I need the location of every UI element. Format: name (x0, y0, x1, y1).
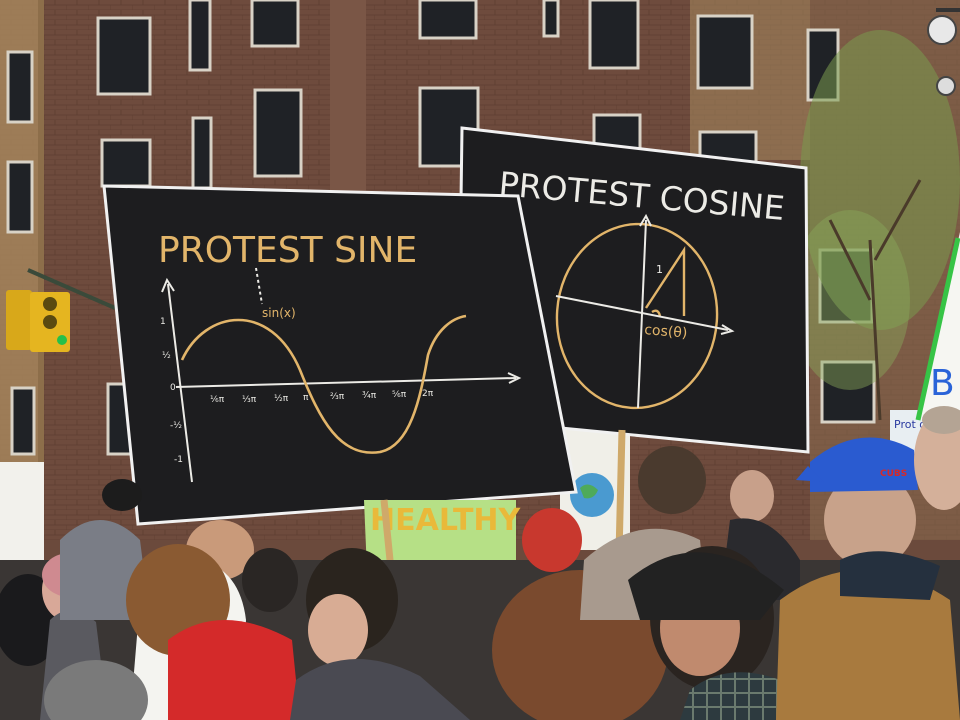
sin-x-label: sin(x) (262, 306, 296, 320)
y-tick: -½ (170, 421, 182, 431)
unit-circle (555, 222, 719, 410)
y-tick: 1 (160, 317, 166, 327)
green-sign-line1: HEALTHY (370, 503, 522, 538)
tree (790, 30, 960, 421)
x-tick: ⅓π (242, 395, 257, 405)
x-tick: ½π (274, 394, 289, 404)
x-tick: π (303, 393, 309, 403)
x-tick: ⅔π (330, 392, 345, 402)
right-edge-sign: B (915, 232, 960, 421)
x-tick: ⅙π (210, 395, 225, 405)
x-tick: ⅚π (392, 390, 407, 400)
cubs-hat-logo: CUBS (880, 469, 907, 479)
cos-theta-label: cos(θ) (644, 322, 688, 342)
y-tick: 0 (170, 383, 176, 393)
street-lamp (927, 8, 960, 96)
sine-axes (161, 267, 522, 483)
x-tick-labels: ⅙π ⅓π ½π π ⅔π ¾π ⅚π 2π (210, 389, 434, 405)
x-tick: 2π (422, 389, 434, 399)
sine-curve (180, 314, 467, 454)
radius-label: 1 (656, 263, 663, 276)
protest-sine-sign: PROTEST SINE sin(x) 1 ½ 0 -½ -1 ⅙π ⅓π ½π… (102, 184, 578, 526)
y-tick-labels: 1 ½ 0 -½ -1 (160, 317, 183, 465)
protest-cosine-sign: PROTEST COSINE 1 cos(θ) (456, 126, 810, 454)
y-tick: -1 (174, 455, 183, 465)
x-tick: ¾π (362, 391, 377, 401)
cosine-axes (555, 213, 735, 409)
right-edge-sign-text: B (930, 363, 955, 404)
y-tick: ½ (162, 351, 171, 361)
traffic-light (6, 268, 116, 352)
sine-title: PROTEST SINE (158, 230, 417, 271)
crowd: CUBS (0, 406, 960, 720)
